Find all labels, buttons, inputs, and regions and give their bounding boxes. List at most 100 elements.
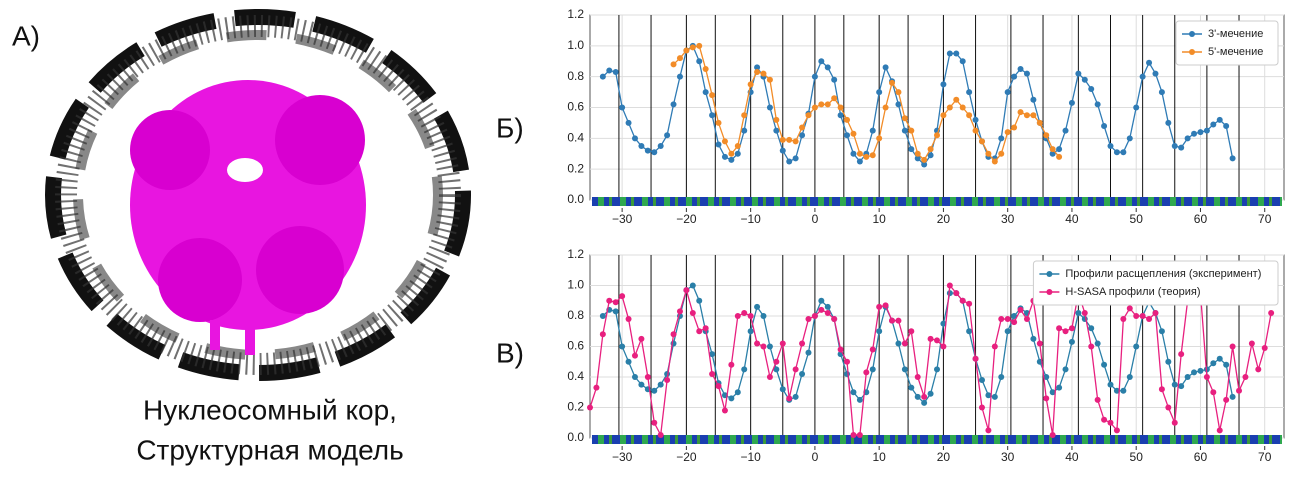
data-point xyxy=(934,132,940,139)
data-point xyxy=(953,96,960,103)
data-point xyxy=(696,58,703,65)
data-point xyxy=(959,58,966,65)
data-point xyxy=(709,92,716,99)
data-point xyxy=(792,155,799,162)
data-point xyxy=(850,130,857,137)
data-point xyxy=(1068,99,1075,106)
data-point xyxy=(631,135,638,142)
x-tick-label: −20 xyxy=(676,450,697,464)
structure-image xyxy=(45,9,471,381)
data-point xyxy=(799,340,806,347)
data-point xyxy=(741,127,748,134)
data-point xyxy=(721,153,728,160)
data-point xyxy=(876,135,883,142)
data-point xyxy=(869,152,876,159)
data-point xyxy=(779,340,786,347)
data-point xyxy=(1165,358,1172,365)
data-point xyxy=(824,101,831,108)
data-point xyxy=(1158,328,1165,335)
data-point xyxy=(1088,86,1095,92)
data-point xyxy=(619,104,626,111)
data-point xyxy=(1081,76,1088,83)
legend-label: 5'-мечение xyxy=(1208,46,1263,58)
data-point xyxy=(1113,427,1120,434)
data-point xyxy=(1139,73,1146,80)
x-tick-label: −30 xyxy=(612,450,633,464)
data-point xyxy=(754,69,761,76)
data-point xyxy=(766,76,773,83)
data-point xyxy=(966,89,973,96)
data-point xyxy=(754,303,761,310)
data-point xyxy=(966,112,973,119)
data-point xyxy=(1113,387,1120,394)
data-point xyxy=(818,101,825,108)
data-point xyxy=(1056,384,1063,391)
data-point xyxy=(760,313,767,319)
data-point xyxy=(1049,431,1056,438)
data-point xyxy=(966,328,973,335)
data-point xyxy=(1011,73,1018,80)
data-point xyxy=(1030,335,1037,342)
data-point xyxy=(664,132,671,139)
data-point xyxy=(670,331,677,338)
data-point xyxy=(1178,383,1185,390)
data-point xyxy=(1216,427,1223,434)
data-point xyxy=(831,316,838,323)
data-point xyxy=(946,50,953,57)
data-point xyxy=(760,70,767,77)
data-point xyxy=(773,366,780,373)
data-point xyxy=(1229,155,1236,162)
data-point xyxy=(766,104,773,111)
data-point xyxy=(709,370,716,377)
data-point xyxy=(998,150,1005,157)
data-point xyxy=(921,393,928,400)
data-point xyxy=(715,119,722,126)
data-point xyxy=(927,335,934,342)
data-point xyxy=(631,352,638,359)
sequence-strip xyxy=(592,435,1282,444)
data-point xyxy=(1191,130,1198,137)
data-point xyxy=(773,116,780,123)
data-point xyxy=(1248,340,1255,347)
data-point xyxy=(1216,355,1223,362)
legend: 3'-мечение 5'-мечение xyxy=(1175,20,1279,66)
data-point xyxy=(638,381,645,388)
data-point xyxy=(1223,396,1230,403)
data-point xyxy=(1049,146,1056,153)
data-point xyxy=(657,381,664,388)
data-point xyxy=(1178,144,1185,151)
data-point xyxy=(998,135,1005,142)
y-tick-label: 0.4 xyxy=(567,131,584,145)
data-point xyxy=(799,124,806,131)
y-tick-label: 0.6 xyxy=(567,100,584,114)
data-point xyxy=(1158,89,1165,96)
data-point xyxy=(805,316,812,323)
y-tick-label: 0.2 xyxy=(567,161,584,175)
data-point xyxy=(1126,305,1133,312)
data-point xyxy=(876,89,883,96)
data-point xyxy=(1011,319,1018,326)
y-tick-label: 1.2 xyxy=(567,247,584,261)
data-point xyxy=(1056,146,1063,153)
data-point xyxy=(972,127,979,134)
data-point xyxy=(676,308,683,315)
x-tick-label: 20 xyxy=(937,212,951,226)
data-point xyxy=(991,343,998,350)
data-point xyxy=(1004,129,1011,136)
data-point xyxy=(908,146,915,153)
data-point xyxy=(1146,316,1153,323)
data-point xyxy=(696,328,703,335)
data-point xyxy=(612,299,619,306)
data-point xyxy=(1146,59,1153,66)
data-point xyxy=(889,79,896,86)
data-point xyxy=(953,290,960,297)
data-point xyxy=(998,374,1005,380)
data-point xyxy=(754,64,761,71)
data-point xyxy=(914,393,921,400)
data-point xyxy=(1056,153,1063,160)
data-point xyxy=(754,340,761,347)
data-point xyxy=(1094,101,1101,108)
data-point xyxy=(978,377,985,384)
data-point xyxy=(1062,366,1069,373)
data-point xyxy=(946,282,953,289)
